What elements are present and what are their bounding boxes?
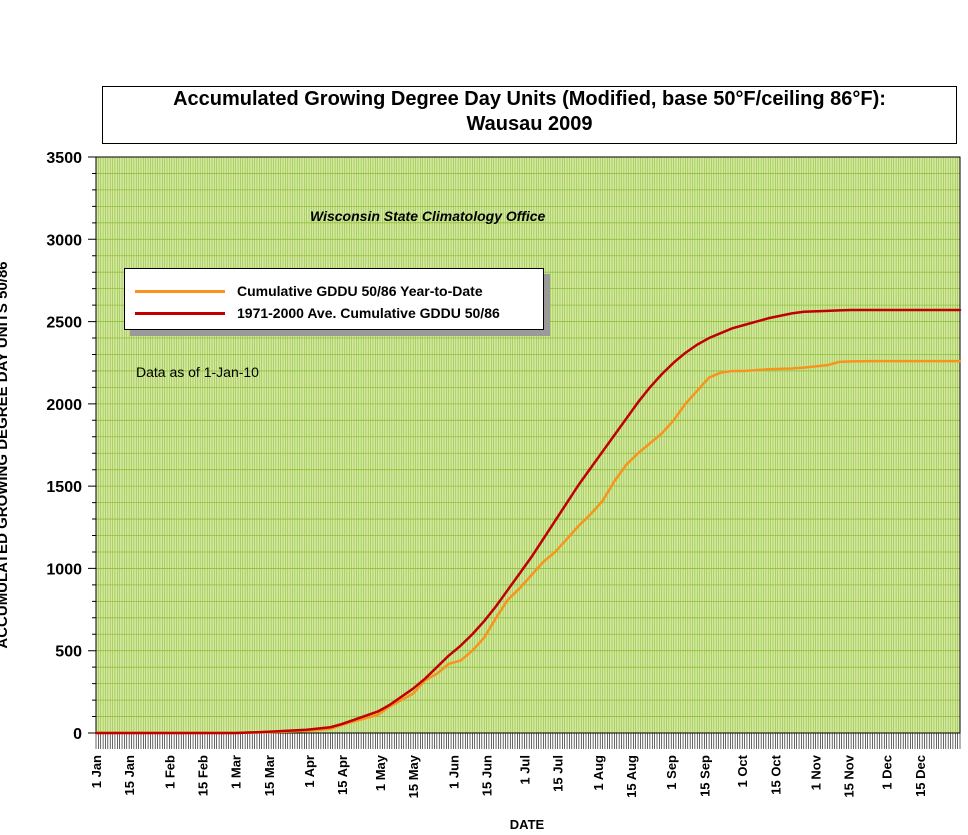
x-tick-label: 1 Feb xyxy=(162,755,177,789)
x-tick-label: 15 Jan xyxy=(122,755,137,796)
x-axis-label: DATE xyxy=(509,817,545,832)
y-axis-label: ACCUMULATED GROWING DEGREE DAY UNITS 50/… xyxy=(0,261,11,649)
chart-title: Accumulated Growing Degree Day Units (Mo… xyxy=(173,88,886,110)
legend-item-average: 1971-2000 Ave. Cumulative GDDU 50/86 xyxy=(125,303,543,323)
legend-swatch-average xyxy=(135,312,225,315)
x-tick-label: 15 Apr xyxy=(335,755,350,795)
series-line-ytd xyxy=(94,359,962,735)
legend-label-ytd: Cumulative GDDU 50/86 Year-to-Date xyxy=(237,283,483,299)
y-tick-label: 3000 xyxy=(46,232,82,249)
x-tick-label: 15 Jul xyxy=(551,755,566,792)
y-tick-label: 1000 xyxy=(46,561,82,578)
x-tick-label: 15 Feb xyxy=(196,755,211,796)
x-tick-label: 15 Jun xyxy=(480,755,495,796)
x-tick-label: 15 Mar xyxy=(262,755,277,796)
y-tick-marks xyxy=(88,156,96,734)
organization-annotation: Wisconsin State Climatology Office xyxy=(310,208,546,224)
x-tick-label: 1 Oct xyxy=(735,754,750,787)
y-tick-label: 500 xyxy=(55,644,82,661)
x-tick-label: 15 Nov xyxy=(842,754,857,797)
x-tick-labels: 1 Jan 15 Jan 1 Feb 15 Feb 1 Mar 15 Mar 1 Apr 15… xyxy=(89,754,928,798)
x-tick-label: 1 Aug xyxy=(591,755,606,791)
y-tick-label: 1500 xyxy=(46,479,82,496)
x-tick-label: 1 Jul xyxy=(517,755,532,785)
series-lines xyxy=(94,308,962,735)
plot-frame xyxy=(95,156,961,734)
x-tick-label: 1 May xyxy=(373,754,388,791)
series-line-average xyxy=(94,308,962,735)
y-tick-label: 3500 xyxy=(46,150,82,167)
axis-ticks xyxy=(88,156,961,749)
legend-label-average: 1971-2000 Ave. Cumulative GDDU 50/86 xyxy=(237,305,500,321)
x-tick-label: 1 Dec xyxy=(880,755,895,790)
x-tick-label: 15 Oct xyxy=(768,754,783,794)
x-tick-label: 1 Nov xyxy=(809,754,824,790)
x-tick-label: 15 Aug xyxy=(624,755,639,798)
x-tick-marks xyxy=(95,733,961,749)
y-tick-label: 2500 xyxy=(46,315,82,332)
x-tick-label: 1 Mar xyxy=(229,755,244,789)
chart-subtitle: Wausau 2009 xyxy=(466,113,593,135)
chart-title-box: Accumulated Growing Degree Day Units (Mo… xyxy=(102,86,957,144)
x-tick-label: 15 May xyxy=(406,754,421,798)
legend: Cumulative GDDU 50/86 Year-to-Date 1971-… xyxy=(124,268,544,330)
y-tick-label: 0 xyxy=(73,726,82,743)
plot-background xyxy=(96,157,960,733)
x-tick-label: 15 Dec xyxy=(913,755,928,797)
x-tick-label: 1 Sep xyxy=(664,755,679,790)
y-tick-labels: 0 500 1000 1500 2000 2500 3000 3500 xyxy=(46,150,82,743)
data-as-of-annotation: Data as of 1-Jan-10 xyxy=(136,364,259,380)
x-tick-label: 1 Jun xyxy=(446,755,461,789)
y-tick-label: 2000 xyxy=(46,397,82,414)
x-tick-label: 1 Jan xyxy=(89,755,104,788)
x-tick-label: 1 Apr xyxy=(302,755,317,788)
legend-swatch-ytd xyxy=(135,290,225,293)
legend-item-ytd: Cumulative GDDU 50/86 Year-to-Date xyxy=(125,281,543,301)
x-tick-label: 15 Sep xyxy=(697,755,712,797)
